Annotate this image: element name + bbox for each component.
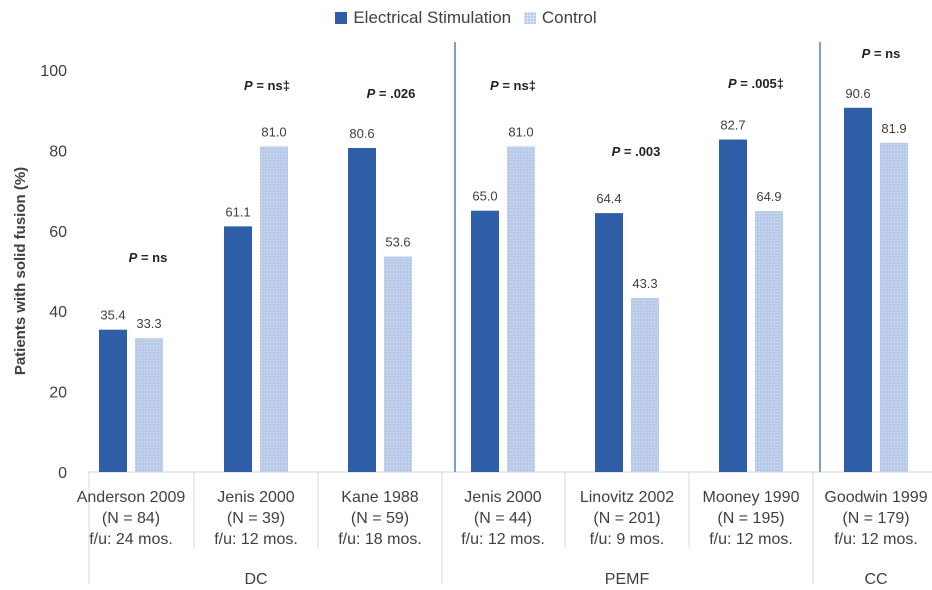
y-axis-label: Patients with solid fusion (%) [12, 167, 29, 375]
bar-electrical-stimulation [719, 139, 747, 472]
labels: 35.4 33.3 Anderson 2009 (N = 84) f/u: 24 mos… [77, 46, 928, 588]
x-tick-label: Mooney 1990 [703, 489, 800, 506]
x-tick-label: Jenis 2000 [464, 489, 541, 506]
data-label-control: 81.9 [881, 121, 906, 136]
x-tick-label: Anderson 2009 [77, 489, 186, 506]
bar-electrical-stimulation [595, 213, 623, 472]
x-tick-label: (N = 179) [842, 510, 909, 527]
legend-item-electrical-stimulation: Electrical Stimulation [335, 8, 511, 28]
legend-item-control: Control [523, 8, 597, 28]
bar-electrical-stimulation [99, 329, 127, 472]
data-label-electrical-stimulation: 65.0 [472, 189, 497, 204]
y-tick-label: 80 [49, 143, 67, 160]
bar-control [880, 142, 908, 472]
data-label-control: 64.9 [756, 189, 781, 204]
group-label: DC [244, 571, 267, 588]
data-label-control: 81.0 [261, 124, 286, 139]
x-tick-label: Linovitz 2002 [580, 489, 674, 506]
x-tick-label: (N = 84) [102, 510, 160, 527]
x-tick-label: Goodwin 1999 [824, 489, 927, 506]
data-label-control: 53.6 [385, 235, 410, 250]
bar-control [755, 211, 783, 473]
x-tick-label: (N = 195) [717, 510, 784, 527]
legend-label-electrical-stimulation: Electrical Stimulation [353, 8, 512, 27]
p-value-annotation: P = ns [862, 46, 901, 61]
bar-control [384, 256, 412, 472]
x-tick-label: f/u: 12 mos. [461, 531, 545, 548]
group-label: CC [864, 571, 887, 588]
data-label-control: 43.3 [632, 276, 657, 291]
x-tick-label: f/u: 24 mos. [89, 531, 173, 548]
x-tick-label: (N = 59) [351, 510, 409, 527]
data-label-electrical-stimulation: 64.4 [596, 191, 621, 206]
bars [99, 107, 908, 473]
bar-control [135, 338, 163, 472]
bar-electrical-stimulation [348, 147, 376, 472]
bar-control [260, 146, 288, 472]
y-tick-label: 100 [40, 63, 67, 80]
p-value-annotation: P = ns‡ [244, 78, 290, 93]
p-value-annotation: P = .003 [612, 144, 661, 159]
x-tick-label: (N = 39) [227, 510, 285, 527]
p-value-annotation: P = ns‡ [490, 78, 536, 93]
x-tick-label: (N = 201) [593, 510, 660, 527]
chart-legend: Electrical Stimulation Control [0, 8, 932, 28]
y-tick-label: 60 [49, 224, 67, 241]
data-label-electrical-stimulation: 80.6 [349, 126, 374, 141]
x-tick-label: f/u: 12 mos. [709, 531, 793, 548]
data-label-electrical-stimulation: 61.1 [225, 204, 250, 219]
x-tick-label: (N = 44) [474, 510, 532, 527]
y-tick-label: 0 [58, 465, 67, 482]
p-value-annotation: P = .026 [367, 86, 416, 101]
x-tick-label: Jenis 2000 [217, 489, 294, 506]
x-tick-label: f/u: 12 mos. [834, 531, 918, 548]
bar-electrical-stimulation [844, 107, 872, 473]
data-label-electrical-stimulation: 35.4 [100, 308, 125, 323]
bar-control [631, 297, 659, 472]
x-tick-label: Kane 1988 [341, 489, 419, 506]
x-tick-label: f/u: 12 mos. [214, 531, 298, 548]
data-label-control: 81.0 [508, 124, 533, 139]
p-value-annotation: P = ns [129, 250, 168, 265]
p-value-annotation: P = .005‡ [728, 76, 784, 91]
y-tick-label: 20 [49, 385, 67, 402]
x-tick-label: f/u: 18 mos. [338, 531, 422, 548]
bar-electrical-stimulation [224, 226, 252, 472]
x-tick-label: f/u: 9 mos. [590, 531, 665, 548]
data-label-electrical-stimulation: 82.7 [720, 118, 745, 133]
group-label: PEMF [605, 571, 650, 588]
axes: Patients with solid fusion (%) 0 20 40 60 80 1… [12, 42, 932, 584]
legend-swatch-electrical-stimulation [335, 12, 348, 24]
bar-control [507, 146, 535, 472]
legend-swatch-control [523, 12, 536, 24]
data-label-control: 33.3 [136, 316, 161, 331]
data-label-electrical-stimulation: 90.6 [845, 86, 870, 101]
legend-label-control: Control [541, 8, 597, 27]
y-tick-label: 40 [49, 304, 67, 321]
bar-electrical-stimulation [471, 210, 499, 472]
